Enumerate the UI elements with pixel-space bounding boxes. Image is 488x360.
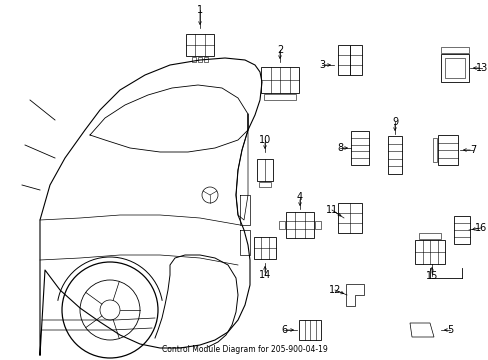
Bar <box>350 131 368 165</box>
Polygon shape <box>409 323 433 337</box>
Text: 2: 2 <box>276 45 283 55</box>
Bar <box>453 216 469 244</box>
Bar <box>259 181 270 186</box>
Text: 4: 4 <box>296 192 303 202</box>
Bar <box>279 221 285 229</box>
Text: 13: 13 <box>475 63 487 73</box>
Text: Control Module Diagram for 205-900-04-19: Control Module Diagram for 205-900-04-19 <box>162 345 326 354</box>
Text: 3: 3 <box>318 60 325 70</box>
Text: 5: 5 <box>446 325 452 335</box>
Text: 10: 10 <box>258 135 270 145</box>
Text: 6: 6 <box>281 325 286 335</box>
Bar <box>298 320 320 340</box>
Bar <box>387 136 401 174</box>
Bar <box>314 221 320 229</box>
Bar <box>198 57 202 62</box>
Bar <box>337 45 349 75</box>
Bar <box>257 159 272 181</box>
Bar <box>437 135 457 165</box>
Bar <box>432 138 436 162</box>
Bar <box>440 47 468 53</box>
Text: 16: 16 <box>474 223 486 233</box>
Bar <box>253 237 275 259</box>
Text: 11: 11 <box>325 205 337 215</box>
Bar <box>337 203 361 233</box>
Text: 7: 7 <box>469 145 475 155</box>
Bar <box>349 45 361 75</box>
Polygon shape <box>346 284 363 306</box>
Bar <box>418 233 440 239</box>
Text: 8: 8 <box>336 143 343 153</box>
Bar <box>440 54 468 82</box>
Bar <box>185 34 214 56</box>
Bar <box>261 67 298 93</box>
Text: 15: 15 <box>425 271 437 281</box>
Text: 9: 9 <box>391 117 397 127</box>
Bar <box>192 57 196 62</box>
Bar <box>285 212 313 238</box>
Bar <box>414 240 444 264</box>
Bar <box>444 58 464 78</box>
Text: 12: 12 <box>328 285 341 295</box>
Text: 1: 1 <box>197 5 203 15</box>
Text: 14: 14 <box>258 270 270 280</box>
Bar <box>264 94 295 100</box>
Bar <box>203 57 207 62</box>
